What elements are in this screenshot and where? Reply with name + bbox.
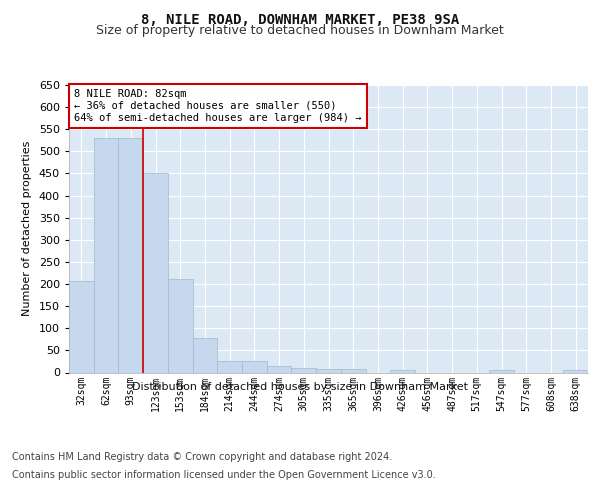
Y-axis label: Number of detached properties: Number of detached properties: [22, 141, 32, 316]
Text: Contains public sector information licensed under the Open Government Licence v3: Contains public sector information licen…: [12, 470, 436, 480]
Text: Size of property relative to detached houses in Downham Market: Size of property relative to detached ho…: [96, 24, 504, 37]
Bar: [193, 338, 217, 372]
Bar: [489, 370, 514, 372]
Bar: [242, 362, 267, 372]
Text: 8, NILE ROAD, DOWNHAM MARKET, PE38 9SA: 8, NILE ROAD, DOWNHAM MARKET, PE38 9SA: [141, 12, 459, 26]
Bar: [118, 138, 143, 372]
Bar: [341, 369, 365, 372]
Text: Distribution of detached houses by size in Downham Market: Distribution of detached houses by size …: [132, 382, 468, 392]
Bar: [563, 370, 588, 372]
Bar: [94, 138, 118, 372]
Text: Contains HM Land Registry data © Crown copyright and database right 2024.: Contains HM Land Registry data © Crown c…: [12, 452, 392, 462]
Bar: [69, 280, 94, 372]
Bar: [267, 366, 292, 372]
Bar: [390, 370, 415, 372]
Bar: [217, 360, 242, 372]
Bar: [168, 278, 193, 372]
Bar: [292, 368, 316, 372]
Bar: [316, 369, 341, 372]
Text: 8 NILE ROAD: 82sqm
← 36% of detached houses are smaller (550)
64% of semi-detach: 8 NILE ROAD: 82sqm ← 36% of detached hou…: [74, 90, 362, 122]
Bar: [143, 174, 168, 372]
